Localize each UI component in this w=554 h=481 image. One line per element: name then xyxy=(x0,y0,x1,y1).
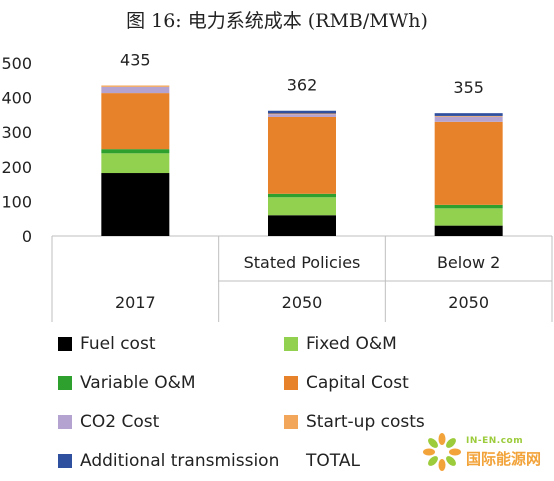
bar-segment-start-up-costs xyxy=(434,115,503,117)
y-tick-label: 200 xyxy=(1,158,32,177)
legend-label: Fuel cost xyxy=(80,334,156,354)
legend-item: Fixed O&M xyxy=(284,334,397,354)
bar-segment-start-up-costs xyxy=(101,85,170,87)
bar-segment-capital-cost xyxy=(101,93,170,150)
bar-segment-variable-o-m xyxy=(434,204,503,209)
bar-segment-fuel-cost xyxy=(434,225,503,236)
bar-segment-co2-cost xyxy=(101,86,170,94)
legend-item: CO2 Cost xyxy=(58,412,159,432)
legend-label: Capital Cost xyxy=(306,373,409,393)
bar-segment-fuel-cost xyxy=(101,173,170,236)
x-tick-label-year: 2050 xyxy=(282,293,323,312)
legend-swatch xyxy=(284,376,298,390)
legend-item: Capital Cost xyxy=(284,373,409,393)
chart-title: 图 16: 电力系统成本 (RMB/MWh) xyxy=(126,10,428,32)
bar-segment-fuel-cost xyxy=(268,215,336,236)
bar-segment-variable-o-m xyxy=(101,149,170,154)
y-tick-label: 400 xyxy=(1,89,32,108)
x-tick-label-scenario: Below 2 xyxy=(437,253,500,272)
legend-swatch xyxy=(58,415,72,429)
bar-segment-capital-cost xyxy=(434,121,503,205)
bar-segment-additional-transmission xyxy=(434,113,503,116)
legend-swatch xyxy=(284,337,298,351)
watermark-name: 国际能源网 xyxy=(466,450,542,468)
sunflower-logo-icon xyxy=(423,433,461,471)
watermark-domain: IN-EN.com xyxy=(466,436,524,446)
legend-item: Variable O&M xyxy=(58,373,196,393)
legend-label: Variable O&M xyxy=(80,373,196,393)
bar-segment-variable-o-m xyxy=(268,193,336,198)
bar-segment-fixed-o-m xyxy=(434,208,503,226)
y-tick-label: 300 xyxy=(1,123,32,142)
legend-label: TOTAL xyxy=(306,451,360,471)
x-tick-label-year: 2050 xyxy=(448,293,489,312)
legend-label: CO2 Cost xyxy=(80,412,160,432)
y-tick-label: 100 xyxy=(1,192,32,211)
legend-swatch xyxy=(284,415,298,429)
legend-label: Start-up costs xyxy=(306,412,425,432)
legend-swatch xyxy=(58,376,72,390)
y-tick-label: 500 xyxy=(1,54,32,73)
bar-segment-capital-cost xyxy=(268,116,336,194)
legend-label: Fixed O&M xyxy=(306,334,397,354)
bar-segment-fixed-o-m xyxy=(268,197,336,216)
y-tick-label: 0 xyxy=(22,227,32,246)
legend-swatch xyxy=(58,337,72,351)
legend-label: Additional transmission xyxy=(80,451,280,471)
bar-segment-start-up-costs xyxy=(268,113,336,115)
bar-segment-co2-cost xyxy=(268,114,336,117)
bar-segment-additional-transmission xyxy=(268,110,336,114)
bar-segment-fixed-o-m xyxy=(101,153,170,174)
total-data-label: 435 xyxy=(120,50,151,69)
legend-item: TOTAL xyxy=(284,451,360,471)
total-data-label: 362 xyxy=(287,76,318,95)
legend-swatch xyxy=(58,454,72,468)
x-tick-label-scenario: Stated Policies xyxy=(244,253,361,272)
legend-item: Fuel cost xyxy=(58,334,155,354)
watermark: IN-EN.com 国际能源网 xyxy=(408,430,554,478)
legend-item: Start-up costs xyxy=(284,412,425,432)
total-data-label: 355 xyxy=(453,78,484,97)
stacked-bar-chart: 0 100 200 300 400 500 435 2017 362 Stated Policie… xyxy=(1,50,553,322)
x-tick-label-year: 2017 xyxy=(115,293,156,312)
legend-item: Additional transmission xyxy=(58,451,279,471)
legend-swatch xyxy=(284,454,298,468)
bar-segment-co2-cost xyxy=(434,116,503,122)
